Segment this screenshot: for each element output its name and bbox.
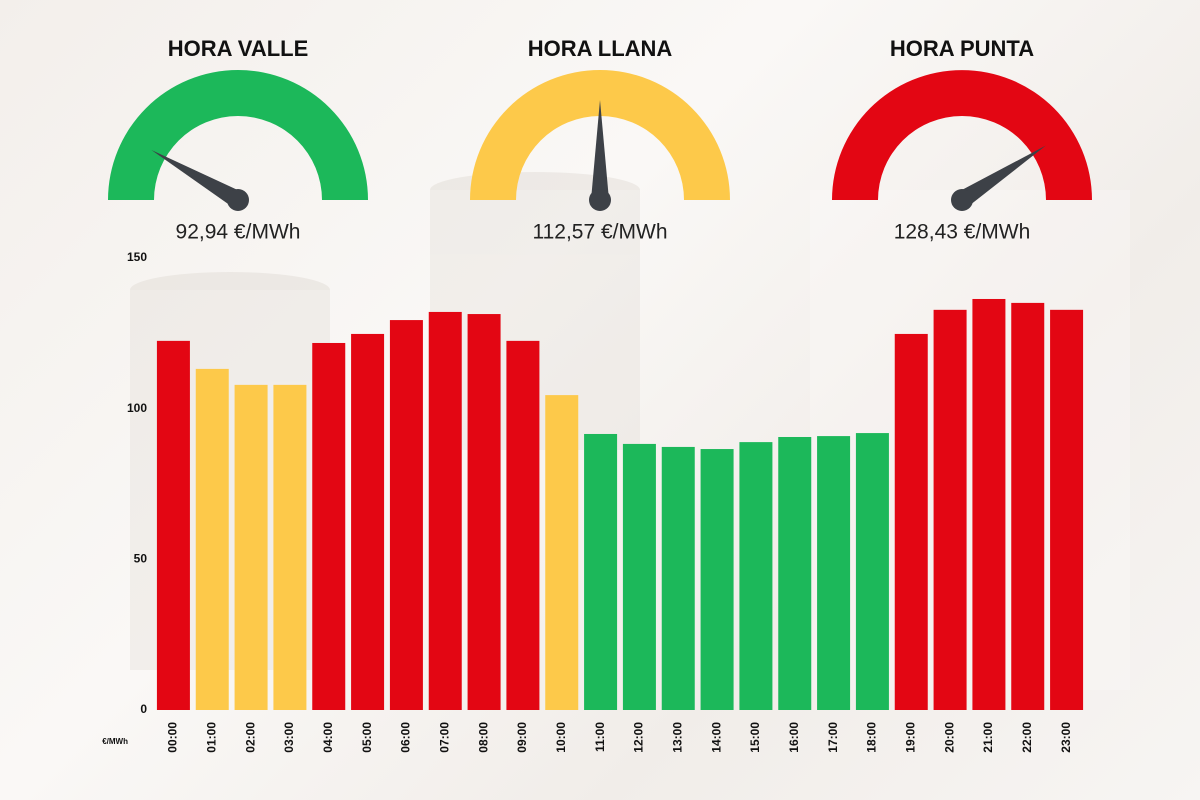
x-tick-label: 22:00 bbox=[1020, 722, 1034, 753]
bar bbox=[545, 395, 579, 710]
gauge-arc bbox=[470, 70, 730, 200]
bar bbox=[584, 433, 618, 710]
bar bbox=[312, 342, 346, 710]
bar bbox=[817, 436, 851, 710]
bar bbox=[778, 436, 812, 710]
y-tick-label: 50 bbox=[134, 552, 148, 566]
y-tick-label: 100 bbox=[127, 401, 147, 415]
bar bbox=[894, 333, 928, 710]
x-tick-label: 16:00 bbox=[787, 722, 801, 753]
gauge-title: HORA LLANA bbox=[528, 36, 673, 61]
x-tick-label: 09:00 bbox=[515, 722, 529, 753]
x-tick-label: 11:00 bbox=[593, 722, 607, 752]
gauge-needle bbox=[151, 150, 243, 208]
bar bbox=[661, 446, 695, 710]
x-tick-label: 14:00 bbox=[709, 722, 723, 753]
y-tick-label: 0 bbox=[140, 702, 147, 716]
gauge-value: 92,94 €/MWh bbox=[176, 221, 301, 244]
bar bbox=[739, 442, 773, 710]
gauge-arc bbox=[108, 70, 368, 200]
y-tick-label: 150 bbox=[127, 250, 147, 264]
gauge-arc bbox=[832, 70, 1092, 200]
gauge-needle bbox=[591, 100, 609, 200]
gauge-title: HORA PUNTA bbox=[890, 36, 1034, 61]
x-tick-label: 13:00 bbox=[670, 722, 684, 753]
bar bbox=[972, 298, 1006, 710]
x-tick-label: 20:00 bbox=[942, 722, 956, 753]
x-tick-label: 23:00 bbox=[1059, 722, 1073, 753]
x-tick-label: 00:00 bbox=[166, 722, 180, 753]
gauge-value: 112,57 €/MWh bbox=[532, 221, 667, 244]
bar bbox=[622, 443, 656, 710]
bar bbox=[156, 340, 190, 710]
bar bbox=[389, 320, 423, 710]
bar bbox=[933, 309, 967, 710]
bar bbox=[1011, 302, 1045, 710]
gauge-title: HORA VALLE bbox=[168, 36, 309, 61]
bar bbox=[351, 333, 385, 710]
gauge-needle bbox=[957, 145, 1046, 208]
x-tick-label: 12:00 bbox=[632, 722, 646, 753]
x-tick-label: 21:00 bbox=[981, 722, 995, 753]
bar bbox=[467, 314, 501, 710]
bar bbox=[273, 384, 307, 710]
bar bbox=[855, 433, 889, 710]
bar bbox=[195, 368, 229, 710]
x-tick-label: 08:00 bbox=[476, 722, 490, 753]
x-tick-label: 19:00 bbox=[903, 722, 917, 753]
x-tick-label: 17:00 bbox=[826, 722, 840, 753]
gauge-hub bbox=[951, 189, 973, 211]
bar bbox=[428, 311, 462, 710]
x-tick-label: 18:00 bbox=[865, 722, 879, 753]
x-tick-label: 07:00 bbox=[437, 722, 451, 753]
gauge-hub bbox=[589, 189, 611, 211]
x-tick-label: 05:00 bbox=[360, 722, 374, 753]
gauge-value: 128,43 €/MWh bbox=[894, 221, 1031, 244]
x-tick-label: 04:00 bbox=[321, 722, 335, 753]
bar bbox=[1050, 309, 1084, 710]
x-tick-label: 01:00 bbox=[204, 722, 218, 753]
x-tick-label: 10:00 bbox=[554, 722, 568, 753]
x-tick-label: 02:00 bbox=[243, 722, 257, 753]
y-axis-label: €/MWh bbox=[102, 737, 128, 746]
bar bbox=[506, 340, 540, 710]
bar bbox=[700, 449, 734, 710]
gauge-hub bbox=[227, 189, 249, 211]
x-tick-label: 06:00 bbox=[399, 722, 413, 753]
bar bbox=[234, 384, 268, 710]
x-tick-label: 03:00 bbox=[282, 722, 296, 753]
x-tick-label: 15:00 bbox=[748, 722, 762, 753]
